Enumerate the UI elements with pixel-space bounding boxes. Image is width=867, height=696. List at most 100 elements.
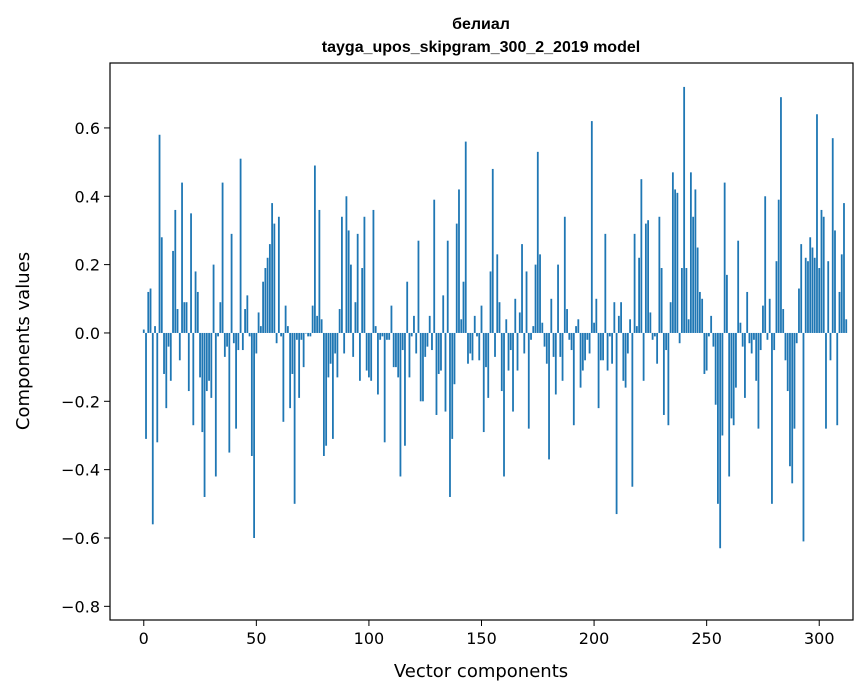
bar-230 <box>660 268 663 333</box>
bar-148 <box>476 332 478 337</box>
bar-269 <box>748 332 751 344</box>
y-tick-label: 0.2 <box>75 256 100 275</box>
bar-2 <box>147 291 150 333</box>
bar-165 <box>514 298 517 333</box>
bar-201 <box>595 298 598 333</box>
bar-233 <box>667 332 670 426</box>
bar-73 <box>307 332 310 337</box>
bar-155 <box>491 168 494 333</box>
bar-76 <box>313 165 316 333</box>
bar-140 <box>458 189 460 333</box>
x-tick-label: 0 <box>139 629 149 648</box>
bar-6 <box>156 332 159 443</box>
bar-236 <box>674 189 677 333</box>
bar-58 <box>273 223 276 333</box>
y-tick-label: −0.6 <box>61 529 100 548</box>
bar-41 <box>235 332 237 429</box>
bar-302 <box>822 216 825 333</box>
bar-253 <box>712 332 715 347</box>
bar-59 <box>275 332 278 344</box>
bar-163 <box>509 332 512 351</box>
bar-104 <box>377 332 379 395</box>
bar-149 <box>478 332 481 361</box>
bar-83 <box>329 332 332 364</box>
bar-179 <box>545 332 548 364</box>
bar-107 <box>383 332 386 443</box>
bar-217 <box>631 332 634 487</box>
bar-154 <box>489 271 492 333</box>
bar-144 <box>467 332 469 364</box>
bar-152 <box>485 332 487 368</box>
bar-39 <box>230 233 233 333</box>
bar-164 <box>512 332 514 412</box>
bar-78 <box>318 209 321 333</box>
bar-286 <box>786 332 789 392</box>
bar-136 <box>449 332 451 497</box>
bar-168 <box>521 244 523 333</box>
bar-17 <box>181 182 183 333</box>
bar-8 <box>160 237 163 333</box>
bar-173 <box>532 326 535 333</box>
bar-197 <box>586 332 589 340</box>
bar-139 <box>455 223 458 333</box>
bar-297 <box>811 247 814 333</box>
bar-87 <box>338 309 341 333</box>
bar-261 <box>730 332 733 419</box>
bar-137 <box>451 332 454 439</box>
bar-156 <box>494 332 496 357</box>
bar-40 <box>232 332 235 344</box>
bar-135 <box>446 240 449 333</box>
bar-246 <box>696 247 699 333</box>
bar-283 <box>780 97 782 333</box>
bar-61 <box>280 332 283 337</box>
bar-79 <box>320 319 323 333</box>
bar-157 <box>496 254 499 333</box>
bar-47 <box>248 332 251 337</box>
bar-235 <box>671 172 674 333</box>
bar-46 <box>246 295 249 333</box>
bar-70 <box>300 332 303 340</box>
bar-31 <box>212 264 215 333</box>
bar-26 <box>201 332 204 433</box>
bar-65 <box>289 332 292 409</box>
bar-86 <box>336 332 339 378</box>
bar-176 <box>539 254 541 333</box>
bar-266 <box>741 332 744 347</box>
bar-100 <box>368 332 370 378</box>
y-tick-label: −0.8 <box>61 597 100 616</box>
bar-160 <box>503 332 505 477</box>
bar-172 <box>530 332 532 340</box>
bar-299 <box>816 114 818 333</box>
bar-186 <box>561 332 564 381</box>
bar-247 <box>699 291 701 333</box>
bar-15 <box>176 309 179 333</box>
bar-131 <box>437 332 440 374</box>
bar-291 <box>798 288 800 333</box>
bar-134 <box>444 332 447 412</box>
bar-138 <box>453 332 456 385</box>
y-axis-ticks: −0.8 −0.6 −0.4 −0.2 0.0 0.2 0.4 0.6 <box>61 119 110 616</box>
bar-90 <box>345 196 348 333</box>
bar-145 <box>469 332 472 354</box>
bar-241 <box>685 268 688 333</box>
bar-127 <box>428 315 431 333</box>
bar-292 <box>800 244 803 333</box>
bar-54 <box>264 268 267 333</box>
bar-113 <box>397 332 400 378</box>
bar-275 <box>762 305 764 333</box>
bars-group <box>142 86 848 549</box>
bar-119 <box>410 332 413 337</box>
bar-280 <box>773 332 776 351</box>
bar-257 <box>721 332 724 436</box>
bar-141 <box>460 319 463 333</box>
bar-183 <box>554 332 557 395</box>
bar-63 <box>284 305 287 333</box>
bar-311 <box>843 203 845 333</box>
bar-205 <box>604 233 607 333</box>
bar-120 <box>413 315 415 333</box>
bar-146 <box>471 332 474 361</box>
bar-117 <box>406 281 409 333</box>
bar-223 <box>644 223 647 333</box>
bar-222 <box>642 332 645 381</box>
bar-33 <box>217 332 219 337</box>
